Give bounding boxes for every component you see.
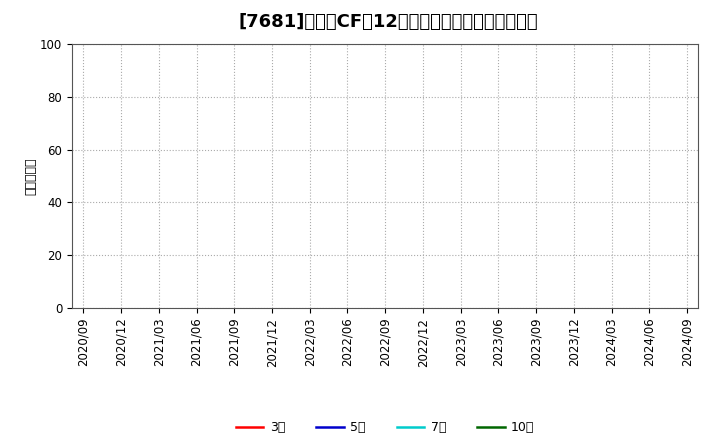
Text: [7681]　営業CFだ12か月移動合計の平均値の推移: [7681] 営業CFだ12か月移動合計の平均値の推移: [239, 13, 539, 31]
Legend: 3年, 5年, 7年, 10年: 3年, 5年, 7年, 10年: [231, 416, 539, 439]
Y-axis label: （百万円）: （百万円）: [24, 157, 37, 195]
